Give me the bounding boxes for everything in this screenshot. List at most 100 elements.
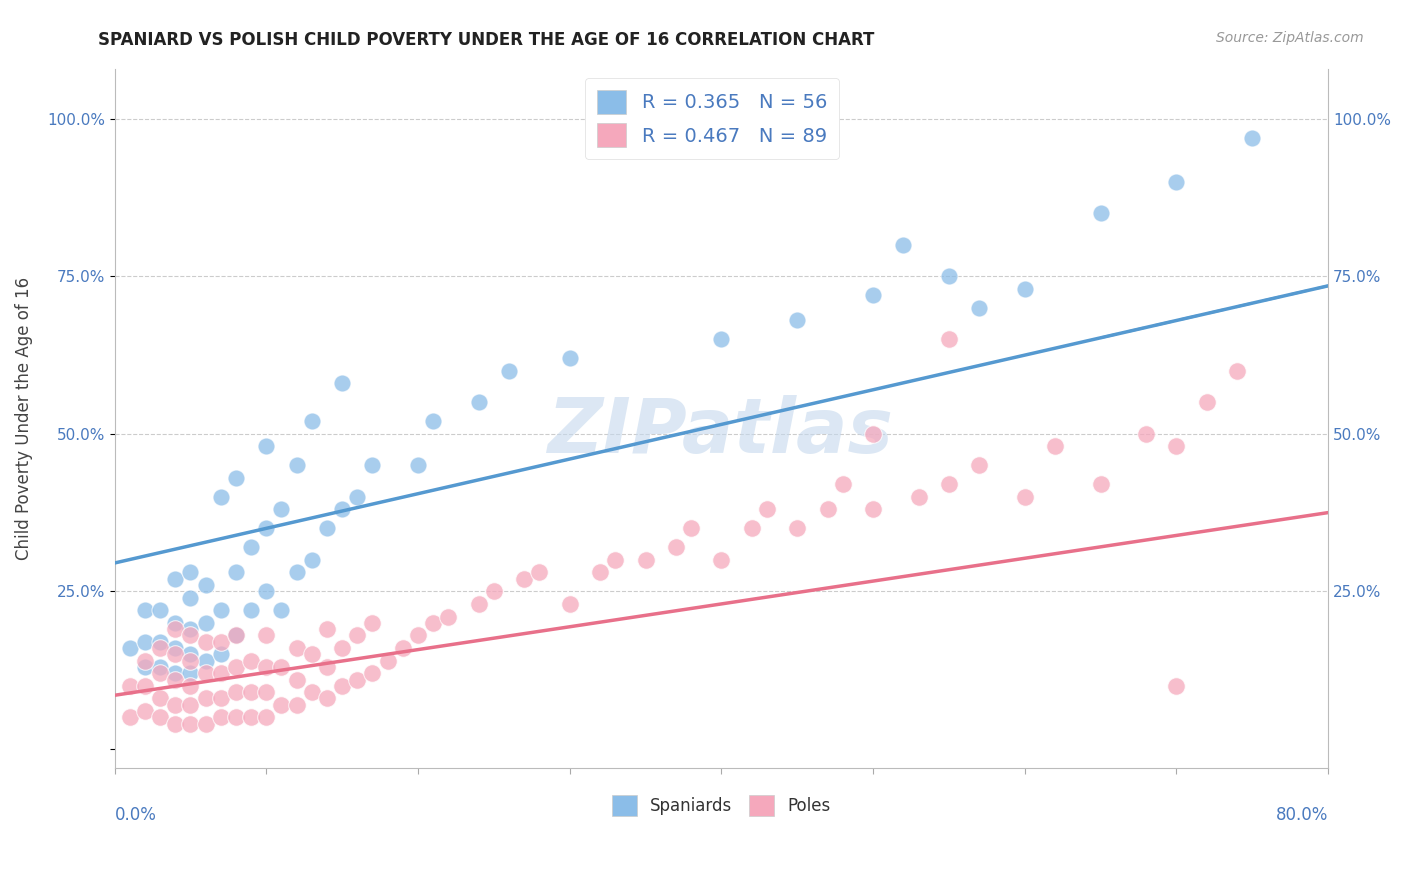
Point [149,640,172,655]
Point [938,332,960,346]
Text: SPANIARD VS POLISH CHILD POVERTY UNDER THE AGE OF 16 CORRELATION CHART: SPANIARD VS POLISH CHILD POVERTY UNDER T… [98,31,875,49]
Point [831,477,853,491]
Point [862,426,884,441]
Point [755,502,778,516]
Point [254,660,277,674]
Text: ZIPatlas: ZIPatlas [548,395,894,469]
Point [209,710,232,724]
Point [194,691,217,706]
Y-axis label: Child Poverty Under the Age of 16: Child Poverty Under the Age of 16 [15,277,32,559]
Point [179,716,201,731]
Point [1014,282,1036,296]
Point [967,458,990,473]
Point [165,622,187,636]
Point [254,521,277,535]
Point [270,698,292,712]
Point [301,648,323,662]
Point [194,615,217,630]
Text: Source: ZipAtlas.com: Source: ZipAtlas.com [1216,31,1364,45]
Point [301,414,323,428]
Point [392,640,415,655]
Point [254,685,277,699]
Point [165,716,187,731]
Point [330,640,353,655]
Point [285,566,308,580]
Point [330,679,353,693]
Point [437,609,460,624]
Point [225,471,247,485]
Point [118,640,141,655]
Point [467,597,489,611]
Point [422,615,444,630]
Point [330,502,353,516]
Point [330,376,353,391]
Point [786,313,808,327]
Point [605,553,627,567]
Point [938,269,960,284]
Point [209,603,232,617]
Point [862,502,884,516]
Point [406,628,429,642]
Point [179,654,201,668]
Point [270,660,292,674]
Point [1090,206,1112,220]
Point [316,660,339,674]
Point [254,584,277,599]
Point [209,691,232,706]
Point [893,238,915,252]
Point [665,540,688,554]
Point [165,572,187,586]
Point [165,615,187,630]
Point [1195,395,1218,409]
Point [862,288,884,302]
Point [1090,477,1112,491]
Point [498,364,520,378]
Point [194,716,217,731]
Point [1166,175,1188,189]
Point [134,603,156,617]
Legend: Spaniards, Poles: Spaniards, Poles [606,789,838,822]
Point [285,640,308,655]
Point [165,698,187,712]
Point [558,351,581,366]
Point [270,603,292,617]
Point [301,685,323,699]
Point [165,673,187,687]
Point [165,640,187,655]
Point [194,654,217,668]
Point [467,395,489,409]
Point [225,660,247,674]
Point [209,634,232,648]
Point [194,634,217,648]
Point [377,654,399,668]
Point [938,477,960,491]
Point [165,648,187,662]
Point [179,628,201,642]
Point [634,553,657,567]
Point [225,566,247,580]
Point [179,591,201,605]
Point [179,622,201,636]
Point [149,666,172,681]
Point [240,710,263,724]
Point [240,685,263,699]
Point [225,628,247,642]
Point [134,679,156,693]
Point [1043,440,1066,454]
Point [149,634,172,648]
Point [710,332,733,346]
Point [179,648,201,662]
Point [679,521,702,535]
Point [361,458,384,473]
Point [225,628,247,642]
Point [134,654,156,668]
Point [967,301,990,315]
Point [817,502,839,516]
Point [316,691,339,706]
Point [1135,426,1157,441]
Point [134,634,156,648]
Point [149,603,172,617]
Point [529,566,551,580]
Point [225,710,247,724]
Point [209,648,232,662]
